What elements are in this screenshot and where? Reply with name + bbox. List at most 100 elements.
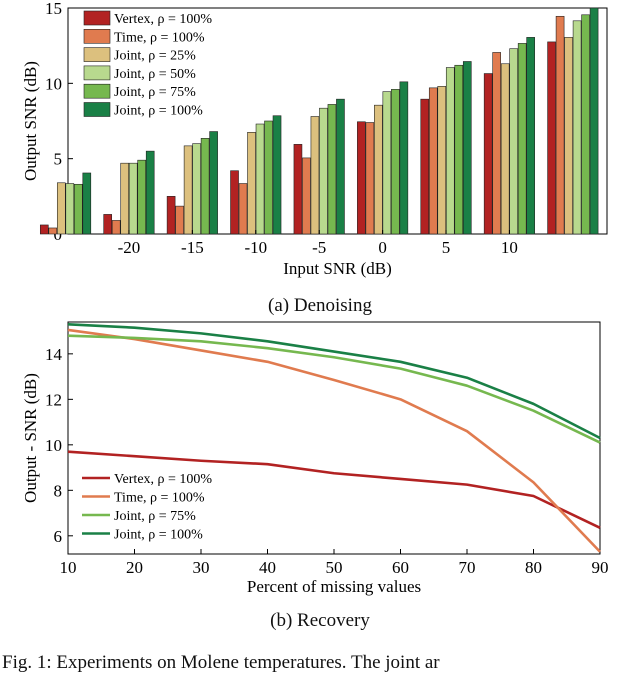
bar	[145, 150, 155, 235]
legend-swatch	[83, 83, 111, 99]
bar	[247, 132, 256, 235]
bar	[65, 183, 75, 235]
series-line	[67, 328, 601, 553]
x-tick-label: 10	[60, 558, 77, 577]
bar	[382, 91, 392, 235]
bar	[103, 214, 113, 235]
legend-swatch	[83, 28, 111, 44]
bar	[137, 159, 147, 235]
y-tick-label: 10	[45, 74, 62, 93]
bar	[128, 162, 138, 235]
x-tick-label: 80	[525, 558, 542, 577]
bar	[454, 64, 464, 235]
x-tick-label: -10	[244, 238, 267, 257]
bar	[166, 196, 176, 235]
bar	[365, 122, 375, 235]
bar	[209, 131, 218, 235]
series-line	[67, 334, 601, 444]
x-tick-label: -15	[181, 238, 204, 257]
bar	[589, 7, 599, 235]
legend-label: Time, ρ = 100%	[114, 491, 205, 506]
legend-swatch	[83, 47, 111, 62]
denoising-panel-caption: (a) Denoising	[268, 295, 372, 316]
bar	[327, 104, 337, 235]
x-tick-label: 70	[459, 558, 476, 577]
y-tick-label: 15	[45, 0, 62, 18]
bar	[120, 162, 130, 235]
bar	[509, 48, 518, 235]
bar	[399, 81, 409, 235]
y-tick-label: 12	[45, 390, 62, 409]
x-tick-label: 90	[592, 558, 609, 577]
y-tick-label: 10	[45, 436, 62, 455]
legend-label: Vertex, ρ = 100%	[114, 472, 212, 487]
recovery-panel-caption: (b) Recovery	[270, 610, 370, 631]
y-axis-label: Output SNR (dB)	[21, 61, 40, 181]
bar	[492, 52, 501, 235]
recovery-line-chart: 6 8 10 12 14 10 20 30 40 50 60 70 80 90 Percent of mis…	[21, 321, 609, 596]
bar	[302, 157, 311, 235]
x-axis-label: Input SNR (dB)	[283, 259, 392, 278]
bar	[200, 138, 210, 235]
bar	[357, 121, 366, 235]
bar	[319, 107, 328, 235]
x-tick-label: 60	[392, 558, 409, 577]
bar	[255, 123, 265, 235]
legend: Vertex, ρ = 100% Time, ρ = 100% Joint, ρ =…	[83, 10, 212, 119]
x-tick-label: 10	[501, 238, 518, 257]
bar	[238, 183, 248, 235]
bar	[445, 67, 455, 235]
legend-swatch	[83, 65, 111, 81]
figure-caption: Fig. 1: Experiments on Molene temperatur…	[2, 652, 440, 673]
bar	[564, 37, 573, 235]
legend-label: Time, ρ = 100%	[114, 30, 205, 45]
bar	[572, 20, 582, 235]
bar	[437, 86, 447, 235]
bar	[428, 87, 438, 235]
y-tick-label: 5	[54, 150, 63, 169]
bar	[462, 61, 472, 235]
bar	[111, 220, 121, 235]
legend-label: Joint, ρ = 75%	[114, 85, 196, 100]
denoising-bar-chart: 0 5 10 15 -20 -15 -10 -5 0 5 10 Input SNR (dB) Outpu…	[21, 0, 608, 278]
legend-label: Joint, ρ = 50%	[114, 67, 196, 82]
legend-label: Joint, ρ = 75%	[114, 509, 196, 524]
bar	[48, 227, 58, 235]
y-tick-label: 6	[54, 527, 63, 546]
bar	[175, 205, 184, 235]
y-tick-label: 14	[45, 345, 63, 364]
bar	[230, 170, 239, 235]
bar	[581, 14, 590, 235]
bar	[500, 63, 510, 235]
y-axis-label: Output - SNR (dB)	[21, 373, 40, 503]
series-line	[67, 450, 601, 530]
bar	[39, 224, 49, 235]
legend-label: Joint, ρ = 100%	[114, 104, 203, 119]
bar	[192, 143, 201, 235]
x-tick-label: 40	[259, 558, 276, 577]
x-tick-label: -5	[312, 238, 326, 257]
y-tick-label: 8	[54, 481, 63, 500]
x-tick-label: 5	[442, 238, 451, 257]
bar	[56, 182, 66, 235]
bar	[483, 73, 493, 235]
bar	[374, 104, 383, 235]
bar	[391, 89, 400, 235]
legend-label: Joint, ρ = 100%	[114, 528, 203, 543]
bar	[526, 37, 535, 235]
x-tick-label: 20	[126, 558, 143, 577]
bar	[547, 41, 556, 235]
bar	[293, 144, 303, 235]
x-tick-label: -20	[118, 238, 141, 257]
x-tick-label: 50	[326, 558, 343, 577]
y-tick-label: 0	[54, 225, 63, 244]
x-axis-label: Percent of missing values	[247, 577, 421, 596]
bar	[272, 115, 282, 235]
bar	[336, 98, 345, 235]
bar	[183, 145, 193, 235]
bar	[517, 43, 527, 235]
legend: Vertex, ρ = 100% Time, ρ = 100% Joint, ρ =…	[82, 472, 212, 543]
bar	[555, 15, 565, 235]
x-tick-label: 0	[378, 238, 387, 257]
